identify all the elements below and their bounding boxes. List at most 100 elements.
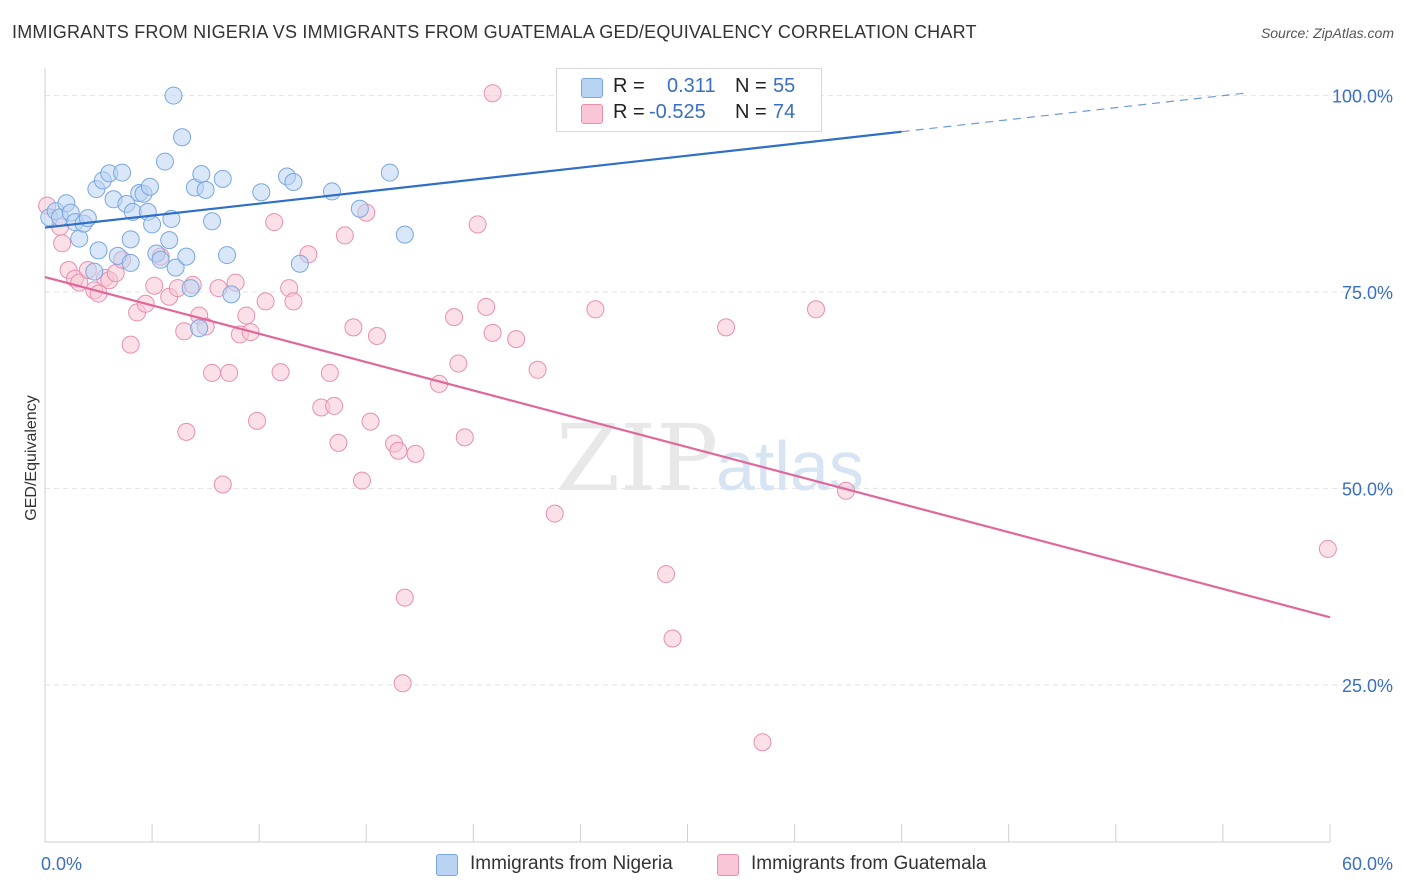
point-nigeria	[395, 225, 414, 244]
series-legend: Immigrants from Nigeria Immigrants from …	[0, 852, 1406, 878]
point-nigeria	[70, 229, 89, 248]
point-guatemala	[320, 363, 339, 382]
point-guatemala	[121, 335, 140, 354]
source-label: Source: ZipAtlas.com	[1260, 25, 1394, 41]
series-nigeria-points	[40, 85, 669, 338]
stats-legend: R = 0.311 N = 55 R = -0.525 N = 74	[556, 68, 822, 132]
point-nigeria	[196, 180, 215, 199]
point-guatemala	[145, 276, 164, 295]
point-guatemala	[329, 433, 348, 452]
point-guatemala	[271, 363, 290, 382]
y-tick-label: 100.0%	[1332, 87, 1393, 107]
grid	[45, 95, 1390, 686]
x-tick-label: 0.0%	[41, 854, 82, 874]
point-guatemala	[528, 360, 547, 379]
legend-n-value-nigeria: 55	[773, 75, 796, 97]
point-guatemala	[325, 396, 344, 415]
point-nigeria	[190, 319, 209, 338]
y-tick-label: 50.0%	[1342, 479, 1393, 499]
point-guatemala	[352, 471, 371, 490]
point-nigeria	[218, 246, 237, 265]
point-nigeria	[177, 247, 196, 266]
legend-n-value-guatemala: 74	[773, 101, 796, 123]
point-nigeria	[89, 241, 108, 260]
point-nigeria	[322, 182, 341, 201]
point-guatemala	[389, 441, 408, 460]
point-nigeria	[155, 152, 174, 171]
legend-swatch-nigeria	[436, 854, 458, 876]
point-nigeria	[213, 169, 232, 188]
legend-row-guatemala: R = -0.525 N = 74	[581, 101, 821, 125]
point-nigeria	[284, 173, 303, 191]
point-guatemala	[455, 428, 474, 447]
y-axis-label: GED/Equivalency	[23, 395, 40, 520]
point-guatemala	[395, 588, 414, 607]
legend-label-nigeria: Immigrants from Nigeria	[470, 853, 673, 874]
point-guatemala	[663, 629, 682, 648]
point-guatemala	[248, 411, 267, 430]
point-nigeria	[181, 279, 200, 298]
legend-label-guatemala: Immigrants from Guatemala	[751, 853, 987, 874]
point-guatemala	[717, 318, 736, 337]
watermark-zip: ZIP	[556, 405, 718, 512]
point-nigeria	[164, 86, 183, 105]
tick-labels: 100.0% 75.0% 50.0% 25.0% 0.0% 60.0%	[41, 87, 1393, 874]
point-guatemala	[284, 292, 303, 311]
point-nigeria	[350, 199, 369, 218]
trend-line-guatemala	[44, 276, 1331, 619]
point-guatemala	[483, 84, 502, 103]
point-nigeria	[113, 163, 132, 182]
point-guatemala	[367, 327, 386, 345]
trend-lines	[44, 92, 1331, 619]
legend-r-label: R =	[613, 101, 645, 123]
point-guatemala	[507, 330, 526, 349]
point-nigeria	[160, 231, 179, 250]
point-guatemala	[477, 297, 496, 316]
point-nigeria	[380, 163, 399, 182]
point-guatemala	[445, 308, 464, 327]
point-nigeria	[151, 250, 170, 269]
point-nigeria	[290, 254, 309, 273]
y-tick-label: 25.0%	[1342, 676, 1393, 696]
point-guatemala	[213, 475, 232, 494]
legend-swatch-guatemala	[581, 104, 603, 124]
legend-r-value-nigeria: 0.311	[667, 75, 716, 97]
point-guatemala	[53, 234, 72, 253]
point-guatemala	[175, 322, 194, 341]
point-guatemala	[468, 215, 487, 234]
legend-row-nigeria: R = 0.311 N = 55	[581, 75, 821, 99]
legend-swatch-nigeria	[581, 78, 603, 98]
point-guatemala	[335, 226, 354, 245]
point-guatemala	[586, 300, 605, 319]
legend-n-label: N =	[735, 101, 767, 123]
trend-line-nigeria	[44, 130, 902, 229]
point-guatemala	[256, 292, 275, 311]
point-nigeria	[192, 165, 211, 184]
point-guatemala	[220, 363, 239, 382]
y-tick-label: 75.0%	[1342, 283, 1393, 303]
point-nigeria	[121, 253, 140, 272]
point-nigeria	[203, 212, 222, 231]
point-nigeria	[252, 183, 271, 202]
point-guatemala	[177, 422, 196, 441]
point-guatemala	[1318, 539, 1337, 558]
point-guatemala	[203, 363, 222, 382]
point-guatemala	[545, 504, 564, 523]
point-guatemala	[361, 412, 380, 431]
trend-line-nigeria-extension	[901, 92, 1245, 133]
point-nigeria	[222, 285, 241, 304]
watermark: ZIP atlas	[556, 405, 864, 512]
point-guatemala	[449, 354, 468, 373]
point-guatemala	[237, 306, 256, 325]
point-nigeria	[143, 215, 162, 234]
legend-n-label: N =	[735, 75, 767, 97]
legend-r-value-guatemala: -0.525	[649, 101, 706, 123]
legend-swatch-guatemala	[717, 854, 739, 876]
legend-r-label: R =	[613, 75, 645, 97]
point-nigeria	[121, 230, 140, 249]
x-tick-label: 60.0%	[1342, 854, 1393, 874]
point-guatemala	[657, 565, 676, 584]
point-nigeria	[140, 177, 159, 196]
point-nigeria	[85, 262, 104, 281]
